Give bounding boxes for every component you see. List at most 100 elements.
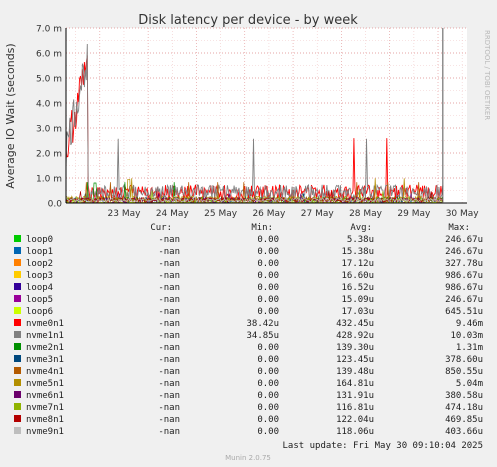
legend-label-loop1: loop1 [26,247,53,257]
legend-swatch-nvme3n1 [14,355,21,362]
legend-avg-loop5: 15.09u [341,295,374,305]
y-tick-label: 7.0 m [36,25,62,35]
rrdtool-watermark: RRDTOOL / TOBI OETIKER [483,30,491,120]
legend-max-nvme0n1: 9.46m [456,319,483,329]
legend-cur-nvme5n1: -nan [158,379,180,389]
legend-max-loop6: 645.51u [445,307,483,317]
legend-swatch-nvme2n1 [14,343,21,350]
legend-avg-loop6: 17.03u [341,307,374,317]
legend-header-max: Max: [448,223,470,233]
legend-label-loop0: loop0 [26,235,53,245]
y-tick-label: 4.0 m [36,100,62,110]
legend-max-nvme5n1: 5.04m [456,379,483,389]
legend-min-loop6: 0.00 [257,307,279,317]
last-update: Last update: Fri May 30 09:10:04 2025 [283,441,483,451]
legend-label-loop5: loop5 [26,295,53,305]
y-tick-label: 1.0 m [36,175,62,185]
y-tick-label: 6.0 m [36,50,62,60]
x-tick-label: 27 May [301,209,335,219]
legend-swatch-nvme0n1 [14,319,21,326]
legend-max-loop3: 986.67u [445,271,483,281]
legend-label-loop3: loop3 [26,271,53,281]
legend-max-nvme3n1: 378.60u [445,355,483,365]
legend-swatch-loop0 [14,235,21,242]
legend-avg-loop1: 15.38u [341,247,374,257]
y-tick-label: 3.0 m [36,125,62,135]
legend-swatch-loop6 [14,307,21,314]
munin-version: Munin 2.0.75 [225,454,271,462]
grid-lines [66,27,467,204]
legend-cur-nvme3n1: -nan [158,355,180,365]
legend-cur-nvme2n1: -nan [158,343,180,353]
y-axis-ticks: 0.0 1.0 m 2.0 m 3.0 m 4.0 m 5.0 m 6.0 m 7.0 m [36,25,62,210]
x-tick-label: 23 May [108,209,142,219]
legend-cur-nvme8n1: -nan [158,415,180,425]
legend-swatch-nvme4n1 [14,367,21,374]
legend-avg-loop0: 5.38u [347,235,374,245]
legend-min-nvme3n1: 0.00 [257,355,279,365]
legend-cur-loop5: -nan [158,295,180,305]
x-axis-ticks: 23 May 24 May 25 May 26 May 27 May 28 May 29 M… [108,209,480,219]
legend-swatch-nvme7n1 [14,403,21,410]
legend-max-loop5: 246.67u [445,295,483,305]
legend-avg-nvme9n1: 118.06u [336,427,374,437]
legend-swatch-loop5 [14,295,21,302]
legend-max-nvme9n1: 403.66u [445,427,483,437]
legend-avg-nvme5n1: 164.81u [336,379,374,389]
legend-label-nvme8n1: nvme8n1 [26,415,64,425]
legend-cur-loop1: -nan [158,247,180,257]
legend-cur-nvme1n1: -nan [158,331,180,341]
legend-header-min: Min: [251,223,273,233]
legend-label-nvme4n1: nvme4n1 [26,367,64,377]
legend-avg-nvme6n1: 131.91u [336,391,374,401]
legend-min-nvme7n1: 0.00 [257,403,279,413]
legend-swatch-loop3 [14,271,21,278]
legend-avg-nvme0n1: 432.45u [336,319,374,329]
legend-max-loop1: 246.67u [445,247,483,257]
legend-max-nvme1n1: 10.03m [450,331,483,341]
legend-max-nvme8n1: 469.85u [445,415,483,425]
legend-header-cur: Cur: [150,223,172,233]
chart-title: Disk latency per device - by week [138,13,358,28]
legend-max-nvme7n1: 474.18u [445,403,483,413]
legend-min-nvme0n1: 38.42u [246,319,279,329]
legend-cur-nvme0n1: -nan [158,319,180,329]
legend-max-loop2: 327.78u [445,259,483,269]
legend-label-loop6: loop6 [26,307,53,317]
legend-avg-loop2: 17.12u [341,259,374,269]
legend-swatch-nvme1n1 [14,331,21,338]
legend-label-nvme1n1: nvme1n1 [26,331,64,341]
legend-avg-nvme4n1: 139.48u [336,367,374,377]
legend-cur-loop0: -nan [158,235,180,245]
legend-swatch-nvme6n1 [14,391,21,398]
legend-cur-nvme6n1: -nan [158,391,180,401]
legend-max-nvme4n1: 850.55u [445,367,483,377]
y-tick-label: 2.0 m [36,150,62,160]
legend-min-loop3: 0.00 [257,271,279,281]
y-tick-label: 0.0 [48,200,63,210]
legend-min-nvme9n1: 0.00 [257,427,279,437]
legend-cur-loop4: -nan [158,283,180,293]
legend-cur-loop2: -nan [158,259,180,269]
legend-min-loop1: 0.00 [257,247,279,257]
legend-avg-nvme3n1: 123.45u [336,355,374,365]
legend-min-nvme5n1: 0.00 [257,379,279,389]
legend-label-nvme5n1: nvme5n1 [26,379,64,389]
legend-max-nvme2n1: 1.31m [456,343,483,353]
legend-max-nvme6n1: 380.58u [445,391,483,401]
legend-headers: Cur: Min: Avg: Max: [150,223,470,233]
x-tick-label: 26 May [252,209,286,219]
legend-header-avg: Avg: [350,223,372,233]
legend-label-nvme7n1: nvme7n1 [26,403,64,413]
legend-label-nvme0n1: nvme0n1 [26,319,64,329]
legend-label-nvme9n1: nvme9n1 [26,427,64,437]
legend-avg-nvme2n1: 139.30u [336,343,374,353]
x-tick-label: 28 May [349,209,383,219]
legend-avg-nvme8n1: 122.04u [336,415,374,425]
x-tick-label: 30 May [446,209,480,219]
legend-max-loop4: 986.67u [445,283,483,293]
legend-swatch-loop2 [14,259,21,266]
legend-cur-loop3: -nan [158,271,180,281]
legend-label-nvme2n1: nvme2n1 [26,343,64,353]
